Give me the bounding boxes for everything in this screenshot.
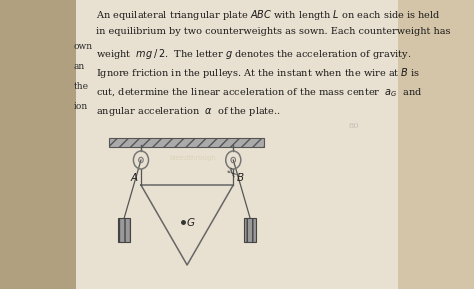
Text: ✂: ✂ <box>222 166 239 182</box>
Text: 80: 80 <box>348 122 359 130</box>
Bar <box>0 0 75 289</box>
Text: an: an <box>74 62 85 71</box>
Text: own: own <box>74 42 93 51</box>
Text: An equilateral triangular plate $\mathit{ABC}$ with length $\mathit{L}$ on each : An equilateral triangular plate $\mathit… <box>97 8 441 22</box>
Bar <box>118 218 130 242</box>
Bar <box>244 218 256 242</box>
Text: Ignore friction in the pulleys. At the instant when the wire at $\mathit{B}$ is: Ignore friction in the pulleys. At the i… <box>97 66 421 81</box>
Text: in equilibrium by two counterweights as sown. Each counterweight has: in equilibrium by two counterweights as … <box>97 27 451 36</box>
Bar <box>109 138 264 147</box>
Text: $G$: $G$ <box>186 216 196 228</box>
Text: $A$: $A$ <box>130 171 139 183</box>
Text: cut, determine the linear acceleration of the mass center  $a_G$  and: cut, determine the linear acceleration o… <box>97 86 423 99</box>
Text: ion: ion <box>74 102 88 111</box>
Text: $B$: $B$ <box>236 171 244 183</box>
Text: bleedthrough: bleedthrough <box>170 155 217 161</box>
Text: angular acceleration  $\alpha$  of the plate..: angular acceleration $\alpha$ of the pla… <box>97 105 282 118</box>
Text: the: the <box>74 82 89 91</box>
Text: weight  $\mathit{mg}\,/\,2$.  The letter $\mathit{g}$ denotes the acceleration o: weight $\mathit{mg}\,/\,2$. The letter $… <box>97 47 412 61</box>
Bar <box>75 0 398 289</box>
